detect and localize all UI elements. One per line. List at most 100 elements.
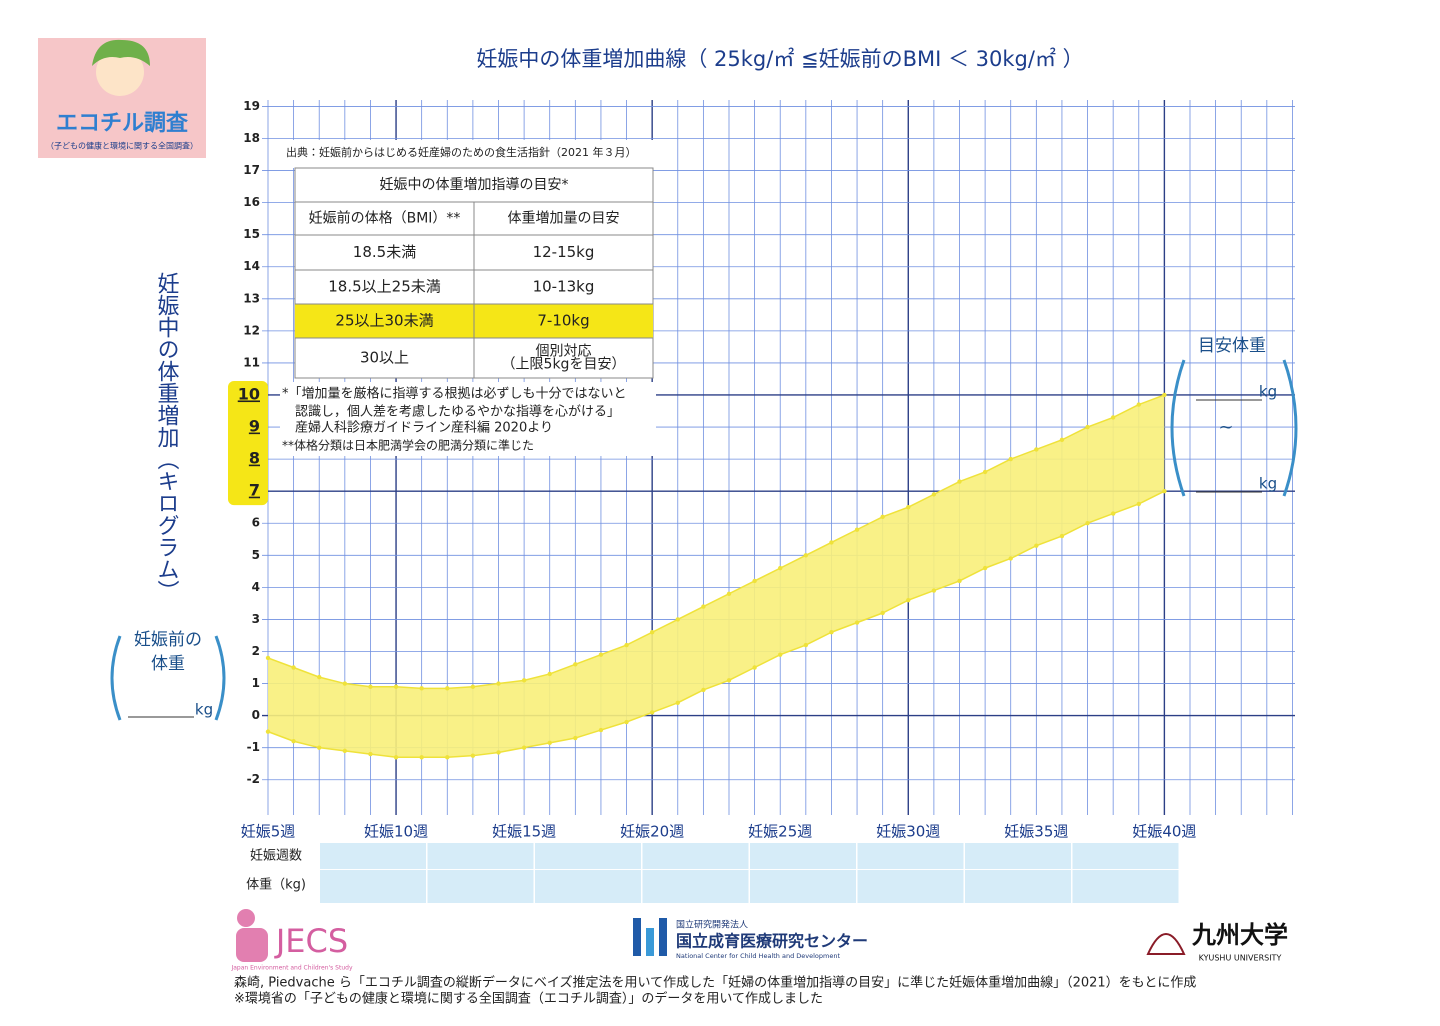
unit: kg [1259,383,1277,401]
table-cell: 10-13kg [533,278,595,296]
y-tick-label: 11 [243,355,260,369]
record-cell [642,870,749,903]
ncchd-prefix: 国立研究開発法人 [676,919,748,931]
point [1110,511,1116,516]
point [1162,488,1167,494]
record-cell [965,870,1071,903]
point [1136,501,1141,507]
point [880,514,885,520]
table-header: 体重増加量の目安 [508,211,620,227]
x-tick-label: 妊娠15週 [492,823,556,841]
point [931,588,937,593]
y-tick-label: 2 [252,644,260,658]
table-cell: 7-10kg [537,312,589,330]
point [829,630,834,635]
table-title: 妊娠中の体重増加指導の目安* [380,177,569,193]
point [854,620,860,625]
table-cell: 18.5以上25未満 [328,278,441,296]
note: **体格分類は日本肥満学会の肥満分類に準じた [282,438,534,453]
y-axis-label: 妊娠中の体重増加（キログラム） [154,272,180,602]
record-cell [427,870,534,903]
y-tick-label: 0 [252,708,260,722]
table-cell: 25以上30未満 [335,312,433,330]
point [726,678,732,683]
y-tick-label: -2 [247,772,260,786]
point [393,684,399,689]
point [957,479,962,484]
band-edge [267,394,1165,690]
point [1008,556,1013,561]
point [803,642,809,648]
y-tick-label: 12 [243,323,260,337]
point [906,504,911,510]
point [752,578,757,584]
target-label: 目安体重 [1198,336,1266,356]
y-tick-label: 3 [252,612,260,626]
record-cell [750,843,856,869]
point [1162,392,1167,398]
y-tick-label: 6 [252,516,260,530]
point [521,745,527,750]
y-tick-label: 8 [249,449,260,468]
point [854,527,860,532]
y-tick-label: 18 [243,131,260,145]
point [803,553,809,558]
ncchd-icon [659,918,667,956]
kyushu-logo [1132,906,1304,972]
point [368,751,373,757]
record-row-label: 妊娠週数 [250,849,302,864]
y-tick-label: -1 [247,740,260,754]
point [778,565,783,571]
point [701,604,706,609]
table-cell: 個別対応 [536,343,592,359]
y-tick-label: 15 [243,227,260,241]
ncchd-icon [633,918,641,956]
point [931,492,937,497]
point [496,750,501,755]
point [393,755,399,760]
point [1008,456,1013,462]
record-cell [965,843,1071,869]
point [1136,402,1141,407]
point [726,591,732,596]
jecs-name: JECS [274,922,348,960]
source: 出典：妊娠前からはじめる妊産婦のための食生活指針（2021 年３月） [286,145,637,159]
y-tick-label: 9 [249,417,260,436]
kyushu-name: 九州大学 [1191,921,1288,949]
point [598,727,604,733]
separator: ~ [1218,417,1233,438]
point [675,617,680,622]
record-cell [535,843,641,869]
record-row-label: 体重（kg) [246,877,306,893]
y-tick-label: 10 [238,384,260,403]
y-tick-label: 4 [252,580,260,594]
y-tick-label: 7 [249,481,260,500]
x-tick-label: 妊娠30週 [876,823,940,841]
point [445,755,450,760]
guide-table: 妊娠中の体重増加指導の目安* 妊娠前の体格（BMI）** 体重増加量の目安 18.5未… [294,167,654,379]
point [649,710,655,715]
record-cell [857,870,964,903]
record-cell [320,870,426,903]
pre-weight-label: 体重 [151,654,185,674]
y-tick-label: 1 [252,676,260,690]
band-edge [267,490,1165,759]
point [906,597,911,603]
point [829,540,834,545]
x-tick-label: 妊娠20週 [620,823,684,841]
y-tick-label: 5 [252,548,260,562]
point [317,745,322,750]
record-cell [1072,870,1179,903]
point [419,686,424,691]
kyushu-en: KYUSHU UNIVERSITY [1199,954,1282,963]
point [624,719,629,725]
record-cell [427,843,534,869]
bracket [110,635,122,721]
point [957,578,962,584]
point [1085,424,1090,430]
record-cell [535,870,641,903]
x-tick-label: 妊娠10週 [364,823,428,841]
ncchd-name: 国立成育医療研究センター [676,932,868,951]
point [547,671,552,677]
